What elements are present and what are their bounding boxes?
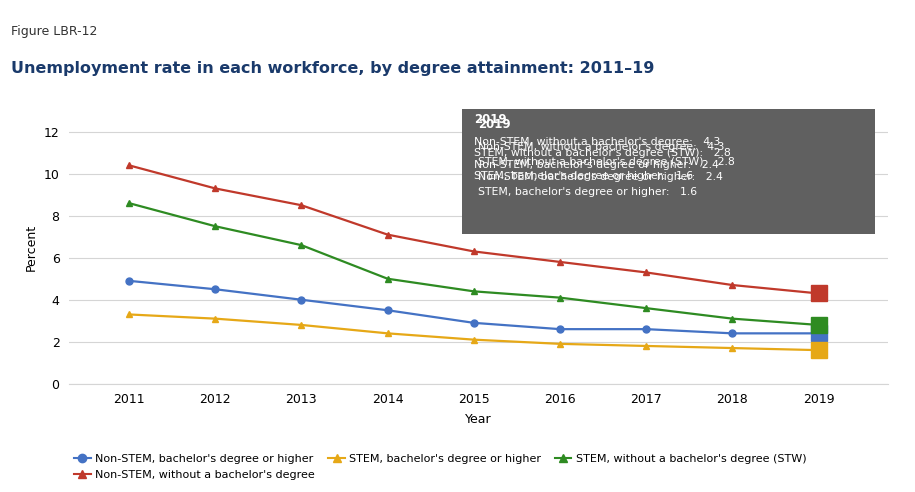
Text: 2019: 2019 xyxy=(474,114,507,126)
Y-axis label: Percent: Percent xyxy=(26,224,38,271)
Text: Non-STEM, without a bachelor's degree:   4.3
STEM, without a bachelor's degree (: Non-STEM, without a bachelor's degree: 4… xyxy=(478,142,735,196)
X-axis label: Year: Year xyxy=(465,413,491,426)
Legend: Non-STEM, bachelor's degree or higher, Non-STEM, without a bachelor's degree, ST: Non-STEM, bachelor's degree or higher, N… xyxy=(70,450,811,484)
Text: Unemployment rate in each workforce, by degree attainment: 2011–19: Unemployment rate in each workforce, by … xyxy=(11,62,654,76)
Text: Non-STEM, without a bachelor's degree:   4.3
STEM, without a bachelor's degree (: Non-STEM, without a bachelor's degree: 4… xyxy=(474,137,731,182)
Text: Figure LBR-12: Figure LBR-12 xyxy=(11,26,97,38)
Text: 2019: 2019 xyxy=(478,118,511,130)
FancyBboxPatch shape xyxy=(462,109,876,234)
